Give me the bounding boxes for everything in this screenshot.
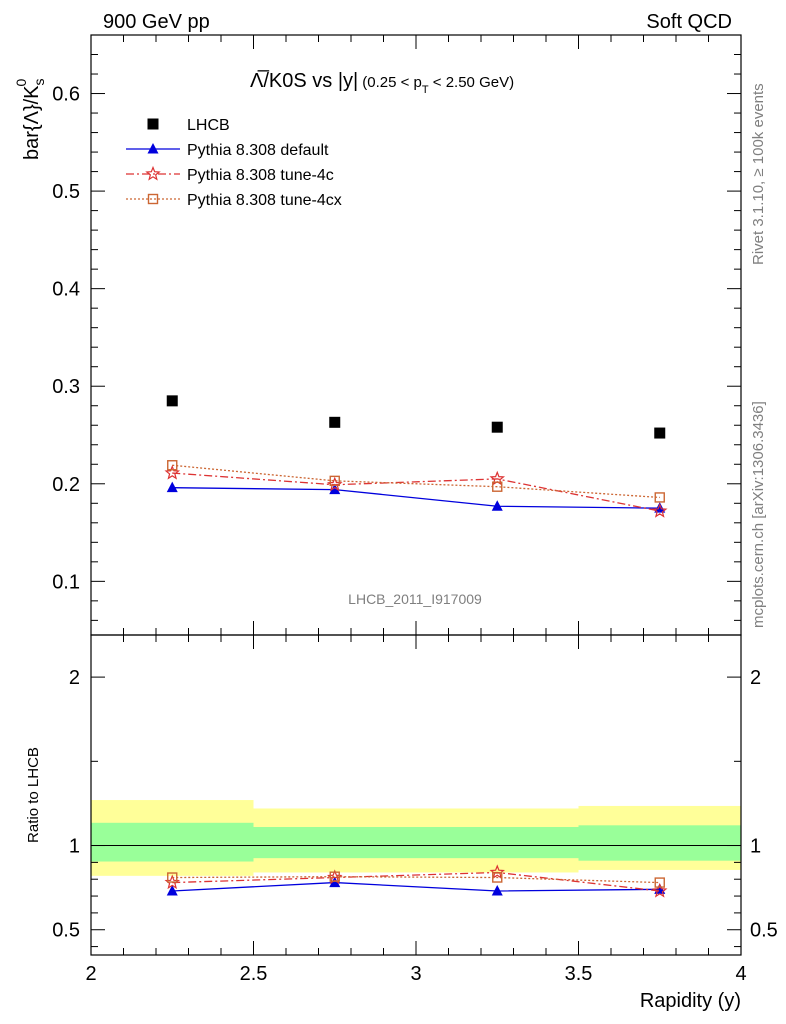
y-tick-label: 0.3 <box>52 376 80 398</box>
legend-item-default: Pythia 8.308 default <box>126 142 329 159</box>
legend-marker <box>147 143 159 154</box>
point-tune4cx <box>329 475 340 487</box>
series-data <box>166 395 666 439</box>
legend-label: Pythia 8.308 tune-4c <box>187 167 334 184</box>
point-tune4c <box>489 864 506 880</box>
series-line-default <box>172 881 660 892</box>
header-left: 900 GeV pp <box>103 11 210 33</box>
legend-marker <box>147 118 159 130</box>
point-tune4c <box>164 464 181 480</box>
analysis-watermark: LHCB_2011_I917009 <box>348 591 482 607</box>
uncertainty-band-inner <box>253 827 416 859</box>
legend-marker <box>145 165 161 181</box>
series-line-tune4c <box>172 472 660 512</box>
point-default <box>166 885 178 896</box>
series-line-default <box>172 487 660 509</box>
legend-label: Pythia 8.308 tune-4cx <box>187 192 342 209</box>
uncertainty-band-inner <box>578 825 741 861</box>
legend-item-tune4c: Pythia 8.308 tune-4c <box>126 165 334 184</box>
point-tune4c <box>651 882 668 898</box>
point-default <box>491 885 503 896</box>
legend-item-tune4cx: Pythia 8.308 tune-4cx <box>126 192 342 209</box>
series-default <box>166 481 666 513</box>
x-tick-label: 3 <box>410 963 421 985</box>
ratio-y-tick-label-right: 1 <box>750 836 761 858</box>
point-data <box>491 421 503 433</box>
y-tick-label: 0.4 <box>52 279 80 301</box>
point-default <box>654 502 666 513</box>
series-tune4cx <box>167 460 665 503</box>
ratio-y-tick-label-right: 2 <box>750 667 761 689</box>
ratio-y-tick-label: 2 <box>69 667 80 689</box>
legend: LHCB Pythia 8.308 default Pythia 8.308 tun… <box>126 117 342 209</box>
series-tune4c <box>164 464 668 518</box>
point-tune4cx <box>654 877 665 888</box>
y-tick-label: 0.5 <box>52 181 80 203</box>
plot-title: Λ̅/K0S vs |y| (0.25 < pT < 2.50 GeV) <box>250 69 514 96</box>
series-default <box>166 876 666 896</box>
point-tune4cx <box>654 492 665 503</box>
series-line-tune4cx <box>172 464 660 499</box>
series-line-tune4cx <box>172 876 660 884</box>
x-tick-label: 4 <box>735 963 746 985</box>
mcplots-label: mcplots.cern.ch [arXiv:1306.3436] <box>750 401 767 628</box>
point-tune4cx <box>492 872 503 883</box>
ratio-frame <box>90 634 742 956</box>
y-tick-label: 0.1 <box>52 571 80 593</box>
series-line-tune4c <box>172 871 660 892</box>
ratio-y-tick-label: 0.5 <box>52 920 80 942</box>
point-tune4c <box>651 502 668 518</box>
header-right: Soft QCD <box>646 11 732 33</box>
ratio-y-label: Ratio to LHCB <box>25 747 42 843</box>
main-plot: 0.1 0.2 0.3 0.4 0.5 0.6 Λ̅/K0S vs |y| (0.25 < … <box>13 34 742 636</box>
x-axis-label: Rapidity (y) <box>640 990 741 1012</box>
legend-label: Pythia 8.308 default <box>187 142 329 159</box>
y-tick-label: 0.6 <box>52 84 80 106</box>
point-tune4cx <box>167 460 178 471</box>
point-tune4cx <box>329 871 340 882</box>
point-data <box>654 427 666 439</box>
point-tune4cx <box>167 872 178 883</box>
ratio-y-tick-label: 1 <box>69 836 80 858</box>
point-default <box>166 481 178 493</box>
point-default <box>329 483 341 495</box>
point-data <box>329 416 341 428</box>
rivet-label: Rivet 3.1.10, ≥ 100k events <box>750 83 767 265</box>
x-tick-label: 2.5 <box>240 963 268 985</box>
x-tick-label: 3.5 <box>565 963 593 985</box>
series-tune4cx <box>167 871 665 888</box>
point-default <box>491 500 503 511</box>
uncertainty-band-inner <box>91 822 254 862</box>
point-data <box>166 395 178 407</box>
point-tune4cx <box>492 481 503 492</box>
legend-item-data: LHCB <box>147 117 230 134</box>
uncertainty-band-inner <box>416 827 579 859</box>
ratio-y-tick-label-right: 0.5 <box>750 920 778 942</box>
ratio-plot: 0.5 0.5 1 1 2 2 2 2.5 3 3.5 4 Ratio to LHCB Rapid… <box>25 634 778 1012</box>
main-y-label: bar{Λ}/Ks0 <box>13 78 47 160</box>
x-tick-label: 2 <box>85 963 96 985</box>
y-tick-label: 0.2 <box>52 474 80 496</box>
legend-label: LHCB <box>187 117 230 134</box>
legend-marker <box>147 193 159 205</box>
